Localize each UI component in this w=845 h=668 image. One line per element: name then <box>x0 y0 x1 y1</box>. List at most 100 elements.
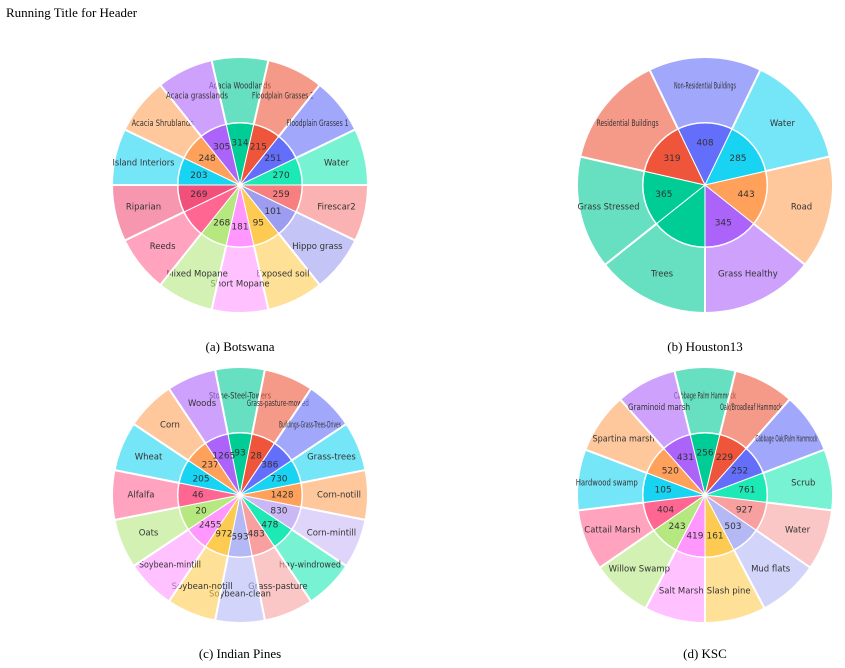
value-label: 503 <box>724 522 741 532</box>
inner-segment <box>204 433 241 496</box>
segment-label: Cabbage Palm Hammock <box>674 392 736 402</box>
segment-label: Non-Residential Buildings <box>674 82 736 92</box>
segment-label: Grass Healthy <box>718 270 778 280</box>
sunburst: Stone-Steel-Towers 93 Grass-pasture-mowed 2… <box>110 365 370 625</box>
value-label: 205 <box>192 474 209 484</box>
segment-label: Woods <box>188 399 217 409</box>
segment-label: Soybean-mintill <box>139 561 201 571</box>
value-label: 215 <box>250 143 267 153</box>
segment-label: Slash pine <box>707 587 751 597</box>
segment-label: Water <box>770 119 796 129</box>
value-label: 237 <box>202 461 219 471</box>
value-label: 314 <box>231 138 248 148</box>
value-label: 28 <box>250 452 262 462</box>
segment-label: Graminoid marsh <box>628 403 690 413</box>
value-label: 95 <box>253 218 264 228</box>
sunburst: Non-Residential Buildings 408 Water 285 Road… <box>576 56 834 315</box>
segment-label: Road <box>791 203 812 213</box>
value-label: 101 <box>264 207 281 217</box>
segment-label: Buildings-Grass-Trees-Drives <box>279 420 341 430</box>
segment-label: Spartina marsh <box>593 434 655 444</box>
segment-label: Scrub <box>791 479 815 489</box>
segment-label: Mud flats <box>751 565 791 575</box>
value-label: 248 <box>198 154 215 164</box>
segment-label: Acacia Shrublands <box>132 119 194 129</box>
segment-label: Floodplain Grasses 2 <box>252 91 314 101</box>
segment-label: Soybean-notill <box>172 582 233 592</box>
value-label: 251 <box>264 154 281 164</box>
value-label: 203 <box>190 171 207 181</box>
value-label: 419 <box>686 531 703 541</box>
value-label: 252 <box>731 467 748 477</box>
value-label: 365 <box>655 190 672 200</box>
value-label: 229 <box>716 453 733 463</box>
value-label: 46 <box>192 491 204 501</box>
value-label: 830 <box>270 507 287 517</box>
segment-label: Grass Stressed <box>577 203 639 213</box>
value-label: 972 <box>215 529 232 539</box>
segment-label: Grass-pasture <box>248 582 308 592</box>
value-label: 408 <box>696 138 713 148</box>
running-title: Running Title for Header <box>6 5 138 20</box>
segment-label: Mixed Mopane <box>166 270 228 280</box>
segment-label: Oak/Broadleaf Hammock <box>720 403 782 413</box>
value-label: 478 <box>261 520 278 530</box>
value-label: 431 <box>677 453 694 463</box>
segment-label: Salt Marsh <box>659 587 704 597</box>
segment-label: Oats <box>139 528 159 538</box>
value-label: 243 <box>668 522 685 532</box>
segment-label: Short Mopane <box>210 280 269 290</box>
value-label: 404 <box>657 505 674 515</box>
value-label: 161 <box>706 531 723 541</box>
segment-label: Grass-pasture-mowed <box>247 399 309 409</box>
segment-label: Wheat <box>135 453 163 463</box>
value-label: 269 <box>190 190 207 200</box>
segment-label: Cabbage Oak/Palm Hammock <box>755 434 817 444</box>
inner-segment <box>663 434 706 496</box>
segment-label: Hay-windrowed <box>279 561 341 571</box>
value-label: 443 <box>738 190 755 200</box>
value-label: 93 <box>234 448 245 458</box>
value-label: 761 <box>738 485 755 495</box>
caption: (b) Houston13 <box>667 339 742 354</box>
value-label: 105 <box>655 485 672 495</box>
segment-label: Trees <box>650 270 674 280</box>
segment-label: Acacia Woodlands <box>209 82 271 92</box>
value-label: 1265 <box>212 452 235 462</box>
value-label: 927 <box>736 505 753 515</box>
value-label: 386 <box>261 461 278 471</box>
segment-label: Hardwood swamp <box>576 479 638 489</box>
segment-label: Hippo grass <box>292 242 343 252</box>
segment-label: Floodplain Grasses 1 <box>286 119 348 129</box>
caption: (c) Indian Pines <box>199 646 281 661</box>
value-label: 2455 <box>199 520 222 530</box>
segment-label: Reeds <box>150 242 176 252</box>
segment-label: Exposed soil <box>256 270 309 280</box>
segment-label: Alfalfa <box>128 491 155 501</box>
segment-label: Cattail Marsh <box>584 526 640 536</box>
value-label: 256 <box>696 448 713 458</box>
value-label: 285 <box>729 154 746 164</box>
segment-label: Riparian <box>126 203 161 213</box>
segment-label: Firescar2 <box>317 203 355 213</box>
segment-label: Stone-Steel-Towers <box>209 392 271 402</box>
value-label: 345 <box>715 218 732 228</box>
value-label: 268 <box>213 218 230 228</box>
value-label: 305 <box>213 143 230 153</box>
segment-label: Willow Swamp <box>609 565 670 575</box>
inner-segment <box>200 123 241 186</box>
inner-segment <box>643 128 706 186</box>
value-label: 1428 <box>271 491 294 501</box>
segment-label: Island Interiors <box>112 158 175 168</box>
value-label: 319 <box>663 154 680 164</box>
segment-label: Water <box>785 526 811 536</box>
segment-label: Acacia grasslands <box>166 91 228 101</box>
segment-label: Grass-trees <box>307 453 356 463</box>
segment-label: Residential Buildings <box>597 119 659 129</box>
value-label: 270 <box>273 171 290 181</box>
value-label: 483 <box>248 529 265 539</box>
value-label: 520 <box>662 467 679 477</box>
value-label: 259 <box>273 190 290 200</box>
segment-label: Corn <box>160 420 180 430</box>
